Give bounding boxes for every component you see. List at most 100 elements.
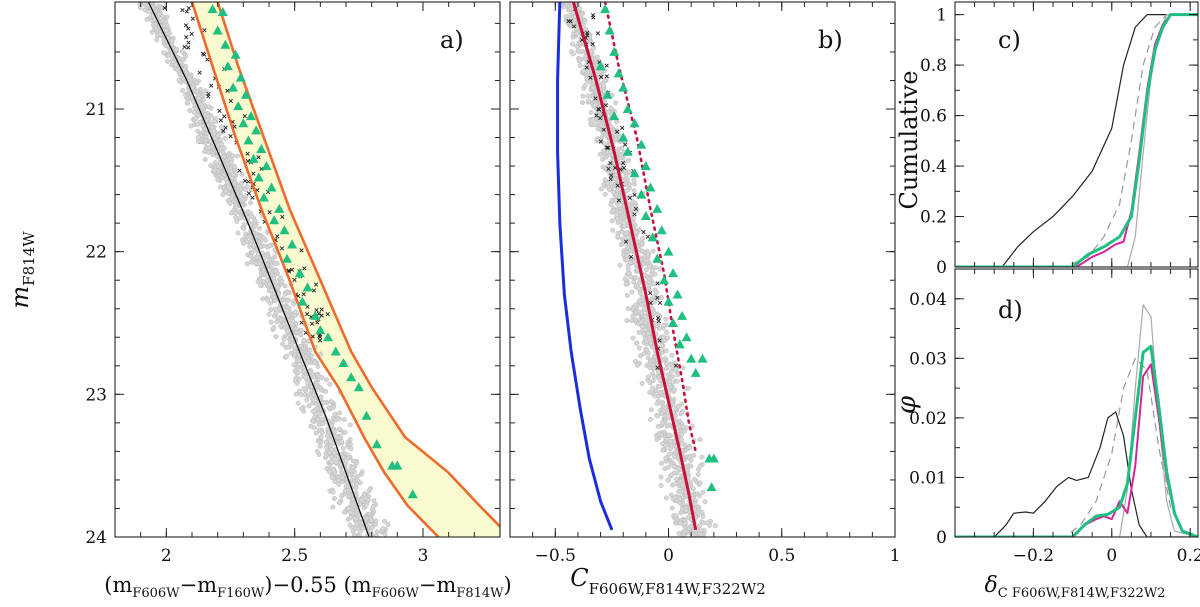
cross-star — [621, 165, 627, 171]
field-star — [642, 320, 648, 325]
field-star — [266, 281, 272, 287]
field-star — [628, 260, 634, 266]
band-right-edge — [216, 2, 500, 529]
field-star — [658, 411, 664, 417]
field-star — [624, 244, 630, 250]
field-star — [174, 46, 180, 52]
cross-star — [275, 234, 280, 239]
field-star — [654, 437, 660, 443]
field-star — [304, 397, 310, 403]
triangle-point — [686, 353, 697, 363]
field-star — [646, 374, 652, 380]
field-star — [293, 326, 299, 332]
field-star — [181, 57, 187, 62]
cross-star — [186, 26, 191, 31]
field-star — [226, 150, 232, 156]
field-star — [639, 310, 644, 316]
field-star — [238, 186, 244, 192]
field-star — [323, 439, 329, 445]
field-star — [366, 493, 372, 499]
y-tick-label: 0.8 — [920, 56, 947, 76]
xlabel-sub: F606W — [372, 586, 420, 601]
field-star — [598, 122, 603, 128]
field-star — [623, 169, 629, 175]
field-star — [671, 464, 677, 469]
cross-star — [593, 96, 598, 101]
cross-star — [202, 52, 207, 57]
field-star — [165, 52, 171, 58]
triangle-point — [315, 325, 326, 335]
field-star — [257, 240, 263, 246]
field-star — [648, 417, 653, 422]
triangle-point — [287, 239, 298, 249]
panel-c-label: c) — [998, 26, 1021, 54]
triangle-point — [622, 146, 633, 156]
field-star — [329, 475, 335, 481]
panel-d-ylabel: φ — [892, 395, 922, 414]
field-star — [326, 405, 332, 411]
field-star — [671, 387, 677, 393]
triangle-point — [674, 339, 685, 349]
y-tick-label: 0.04 — [909, 290, 947, 310]
field-star — [158, 31, 164, 37]
field-star — [221, 145, 227, 151]
field-star — [271, 325, 277, 330]
field-star — [352, 533, 357, 537]
cross-star — [584, 65, 589, 70]
field-star — [318, 351, 324, 357]
cross-star — [623, 239, 629, 244]
field-star — [699, 509, 705, 515]
field-star — [576, 49, 582, 55]
field-star — [284, 353, 290, 359]
triangle-point — [629, 118, 640, 128]
triangle-point — [704, 453, 715, 463]
field-star — [340, 445, 346, 451]
field-star — [639, 324, 645, 329]
field-star — [647, 380, 653, 386]
cross-star — [184, 35, 189, 40]
cross-star — [246, 179, 251, 184]
field-star — [678, 510, 684, 516]
x-tick-label: 0 — [663, 546, 674, 566]
field-star — [660, 357, 666, 363]
field-stars — [557, 2, 718, 537]
field-star — [194, 80, 200, 86]
field-star — [654, 401, 660, 407]
series-line-black — [955, 14, 1198, 267]
field-star — [617, 262, 623, 268]
cross-star — [186, 45, 191, 50]
cross-star — [620, 125, 625, 130]
field-star — [605, 180, 611, 186]
field-star — [667, 451, 673, 457]
field-star — [295, 369, 301, 375]
field-star — [196, 113, 201, 119]
cross-star — [608, 160, 613, 166]
triangle-point — [261, 161, 272, 171]
y-tick-label: 0 — [936, 258, 947, 278]
triangle-point — [602, 89, 613, 99]
cross-star — [242, 113, 247, 119]
field-star — [608, 105, 614, 111]
field-star — [336, 481, 342, 487]
y-tick-label: 22 — [85, 243, 107, 263]
field-star — [695, 472, 701, 478]
triangle-point — [663, 246, 674, 256]
field-star — [673, 481, 679, 487]
field-star — [622, 160, 627, 166]
cross-star — [189, 31, 194, 37]
panel-c-plot — [955, 13, 1198, 267]
field-star — [673, 413, 679, 419]
field-star — [692, 476, 697, 482]
cross-star — [598, 115, 603, 121]
field-star — [348, 446, 354, 452]
triangle-point — [207, 4, 218, 14]
cross-star — [279, 246, 285, 251]
field-star — [195, 121, 201, 127]
field-star — [636, 345, 642, 351]
field-star — [640, 236, 646, 241]
field-star — [312, 360, 317, 366]
field-star — [206, 145, 212, 151]
field-star — [252, 218, 258, 224]
field-star — [342, 430, 348, 435]
field-star — [180, 87, 186, 93]
